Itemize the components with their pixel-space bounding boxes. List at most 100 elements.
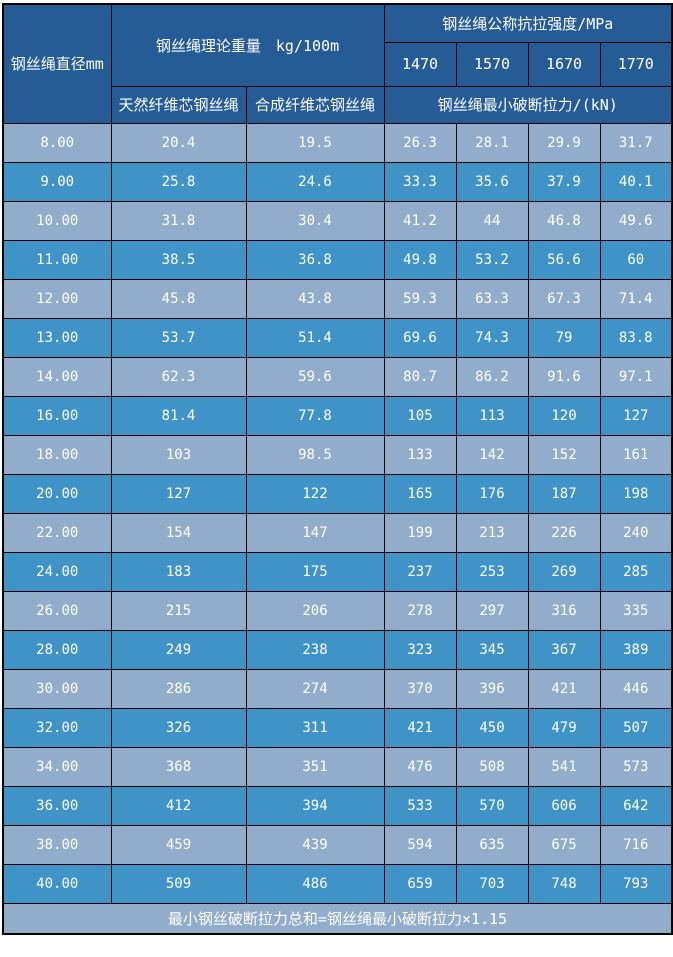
value-cell: 439 [245,824,385,865]
value-cell: 71.4 [599,278,673,319]
value-cell: 105 [383,395,457,436]
table-row: 36.00 412 394 533 570 606 642 [2,785,673,826]
diameter-cell: 34.00 [2,746,112,787]
table-row: 32.00 326 311 421 450 479 507 [2,707,673,748]
value-cell: 127 [599,395,673,436]
value-cell: 83.8 [599,317,673,358]
diameter-cell: 22.00 [2,512,112,553]
value-cell: 459 [110,824,247,865]
value-cell: 367 [527,629,601,670]
value-cell: 31.7 [599,122,673,163]
header-grade-1570: 1570 [455,41,529,87]
diameter-cell: 8.00 [2,122,112,163]
value-cell: 594 [383,824,457,865]
value-cell: 237 [383,551,457,592]
value-cell: 127 [110,473,247,514]
diameter-cell: 18.00 [2,434,112,475]
value-cell: 161 [599,434,673,475]
value-cell: 19.5 [245,122,385,163]
header-grade-1470: 1470 [383,41,457,87]
value-cell: 20.4 [110,122,247,163]
table-body: 8.00 20.4 19.5 26.3 28.1 29.9 31.7 9.00 25.8 24.6… [2,122,673,904]
value-cell: 35.6 [455,161,529,202]
value-cell: 486 [245,863,385,904]
value-cell: 253 [455,551,529,592]
value-cell: 133 [383,434,457,475]
value-cell: 49.6 [599,200,673,241]
value-cell: 238 [245,629,385,670]
value-cell: 97.1 [599,356,673,397]
diameter-cell: 11.00 [2,239,112,280]
header-nominal-strength-group: 钢丝绳公称抗拉强度/MPa [383,3,673,43]
value-cell: 28.1 [455,122,529,163]
value-cell: 60 [599,239,673,280]
value-cell: 86.2 [455,356,529,397]
value-cell: 175 [245,551,385,592]
value-cell: 187 [527,473,601,514]
value-cell: 31.8 [110,200,247,241]
header-diameter: 钢丝绳直径mm [2,3,112,124]
value-cell: 53.7 [110,317,247,358]
value-cell: 642 [599,785,673,826]
value-cell: 249 [110,629,247,670]
value-cell: 53.2 [455,239,529,280]
value-cell: 659 [383,863,457,904]
table-row: 26.00 215 206 278 297 316 335 [2,590,673,631]
value-cell: 206 [245,590,385,631]
value-cell: 507 [599,707,673,748]
value-cell: 226 [527,512,601,553]
value-cell: 703 [455,863,529,904]
value-cell: 269 [527,551,601,592]
value-cell: 198 [599,473,673,514]
value-cell: 286 [110,668,247,709]
value-cell: 37.9 [527,161,601,202]
table-row: 40.00 509 486 659 703 748 793 [2,863,673,904]
value-cell: 573 [599,746,673,787]
value-cell: 81.4 [110,395,247,436]
value-cell: 326 [110,707,247,748]
table-row: 20.00 127 122 165 176 187 198 [2,473,673,514]
table-row: 28.00 249 238 323 345 367 389 [2,629,673,670]
diameter-cell: 10.00 [2,200,112,241]
value-cell: 351 [245,746,385,787]
value-cell: 446 [599,668,673,709]
value-cell: 716 [599,824,673,865]
diameter-cell: 24.00 [2,551,112,592]
table-row: 8.00 20.4 19.5 26.3 28.1 29.9 31.7 [2,122,673,163]
value-cell: 176 [455,473,529,514]
value-cell: 147 [245,512,385,553]
value-cell: 274 [245,668,385,709]
value-cell: 56.6 [527,239,601,280]
value-cell: 793 [599,863,673,904]
value-cell: 122 [245,473,385,514]
table-row: 11.00 38.5 36.8 49.8 53.2 56.6 60 [2,239,673,280]
value-cell: 45.8 [110,278,247,319]
value-cell: 120 [527,395,601,436]
value-cell: 421 [383,707,457,748]
table-footer: 最小钢丝破断拉力总和=钢丝绳最小破断拉力×1.15 [2,902,673,935]
diameter-cell: 38.00 [2,824,112,865]
value-cell: 30.4 [245,200,385,241]
value-cell: 152 [527,434,601,475]
value-cell: 570 [455,785,529,826]
table-row: 24.00 183 175 237 253 269 285 [2,551,673,592]
value-cell: 748 [527,863,601,904]
value-cell: 396 [455,668,529,709]
value-cell: 25.8 [110,161,247,202]
value-cell: 541 [527,746,601,787]
table-header: 钢丝绳直径mm 钢丝绳理论重量 kg/100m 钢丝绳公称抗拉强度/MPa 14… [2,3,673,124]
table-row: 9.00 25.8 24.6 33.3 35.6 37.9 40.1 [2,161,673,202]
diameter-cell: 16.00 [2,395,112,436]
value-cell: 113 [455,395,529,436]
value-cell: 635 [455,824,529,865]
value-cell: 142 [455,434,529,475]
table-row: 12.00 45.8 43.8 59.3 63.3 67.3 71.4 [2,278,673,319]
diameter-cell: 13.00 [2,317,112,358]
table-row: 38.00 459 439 594 635 675 716 [2,824,673,865]
value-cell: 345 [455,629,529,670]
table-row: 30.00 286 274 370 396 421 446 [2,668,673,709]
value-cell: 44 [455,200,529,241]
value-cell: 285 [599,551,673,592]
value-cell: 74.3 [455,317,529,358]
value-cell: 368 [110,746,247,787]
